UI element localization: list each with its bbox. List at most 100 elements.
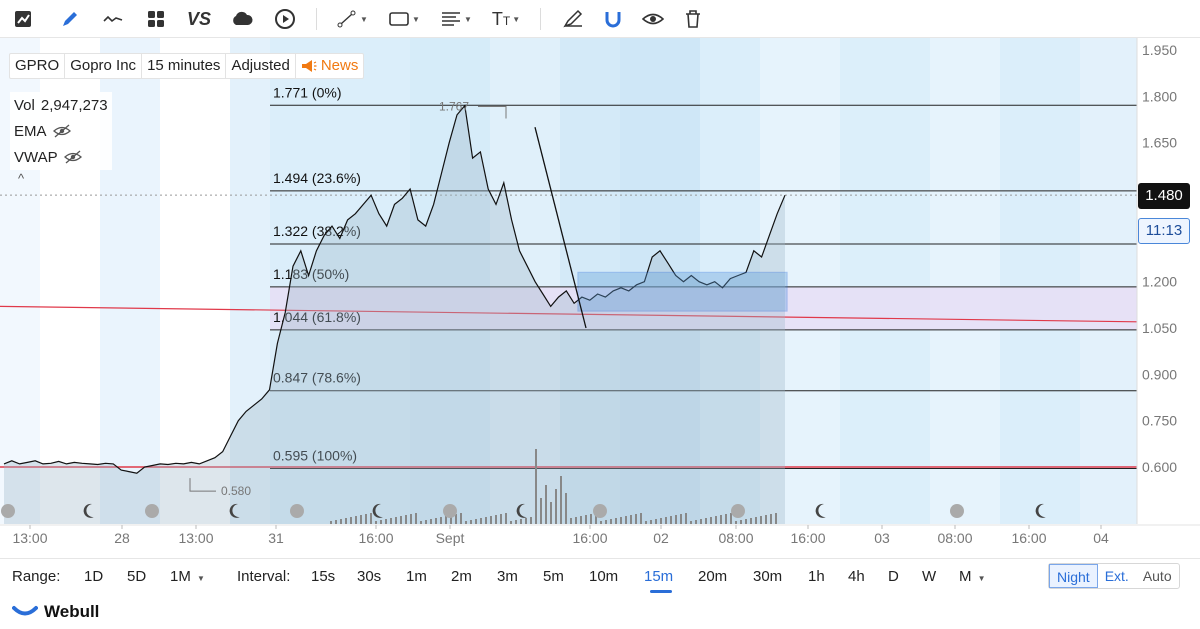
grid-icon[interactable]	[141, 4, 171, 34]
interval-30s[interactable]: 30s	[357, 568, 382, 585]
wave-line-icon[interactable]	[98, 4, 128, 34]
vwap-indicator[interactable]: VWAP	[10, 144, 112, 170]
interval-10m[interactable]: 10m	[589, 568, 619, 585]
interval-month-dropdown[interactable]: M ▼	[959, 568, 986, 585]
volume-bar	[445, 516, 447, 524]
volume-bar	[535, 449, 537, 524]
moon-icon	[815, 503, 826, 518]
sun-icon	[443, 504, 457, 518]
interval-2m[interactable]: 2m	[451, 568, 472, 585]
volume-bar	[770, 514, 772, 524]
text-tool-icon[interactable]: TT ▼	[491, 8, 521, 29]
interval-3m[interactable]: 3m	[497, 568, 518, 585]
volume-bar	[505, 513, 507, 524]
interval-15s[interactable]: 15s	[311, 568, 336, 585]
volume-bar	[605, 520, 607, 524]
interval-day[interactable]: D	[888, 568, 899, 585]
compare-vs-button[interactable]: VS	[184, 4, 214, 34]
range-label: Range:	[12, 568, 61, 585]
trendline-tool-icon[interactable]: ▼	[334, 4, 370, 34]
volume-bar	[590, 514, 592, 524]
auto-mode-button[interactable]: Auto	[1142, 568, 1172, 584]
volume-bar	[330, 521, 332, 524]
volume-bar	[675, 515, 677, 524]
consolidation-rectangle[interactable]	[577, 271, 788, 312]
range-1m-dropdown[interactable]: 1M ▼	[170, 568, 205, 585]
drawn-trendline[interactable]	[534, 127, 587, 329]
interval-label[interactable]: 15 minutes	[142, 54, 227, 78]
magnet-icon[interactable]	[598, 4, 628, 34]
ema-indicator[interactable]: EMA	[10, 118, 112, 144]
ticker-label[interactable]: GPRO	[10, 54, 66, 78]
brush-icon[interactable]	[558, 4, 588, 34]
time-axis-tick: 16:00	[358, 530, 393, 546]
interval-4h[interactable]: 4h	[848, 568, 865, 585]
collapse-indicators-button[interactable]: ^	[18, 171, 25, 186]
fib-level-label: 1.322 (38.2%)	[273, 223, 361, 239]
volume-bar	[520, 519, 522, 524]
time-axis-tick: 16:00	[572, 530, 607, 546]
trend-line-red[interactable]	[0, 305, 1138, 323]
volume-bar	[380, 520, 382, 524]
price-axis-tick: 1.200	[1142, 274, 1177, 290]
volume-bar	[480, 518, 482, 524]
price-line[interactable]	[3, 104, 786, 474]
session-mode-toggle: Night Ext. Auto	[1048, 563, 1180, 589]
volume-bar	[530, 517, 532, 524]
chevron-down-icon: ▼	[977, 574, 986, 583]
volume-bar	[640, 513, 642, 524]
candle-chart-icon[interactable]	[8, 4, 38, 34]
volume-bar	[400, 516, 402, 524]
session-band	[560, 38, 620, 524]
eye-hidden-icon[interactable]	[63, 150, 82, 164]
pencil-icon[interactable]	[55, 4, 85, 34]
volume-bar	[550, 502, 552, 524]
volume-bar	[345, 518, 347, 524]
time-axis-tick: 02	[653, 530, 669, 546]
volume-bar	[500, 514, 502, 524]
volume-indicator[interactable]: Vol 2,947,273	[10, 92, 112, 118]
session-band	[840, 38, 930, 524]
fibonacci-tool-icon[interactable]: ▼	[436, 4, 476, 34]
moon-icon	[516, 503, 527, 518]
volume-bar	[775, 513, 777, 524]
trash-icon[interactable]	[678, 4, 708, 34]
interval-week[interactable]: W	[922, 568, 937, 585]
cloud-icon[interactable]	[227, 4, 257, 34]
replay-icon[interactable]	[270, 4, 300, 34]
range-interval-bar: Range: 1D 5D 1M ▼ Interval: 15s 30s 1m 2…	[0, 558, 1200, 594]
sun-icon	[731, 504, 745, 518]
company-label: Gopro Inc	[65, 54, 143, 78]
interval-1m[interactable]: 1m	[406, 568, 427, 585]
adjusted-label[interactable]: Adjusted	[226, 54, 296, 78]
webull-brand: Webull	[12, 600, 99, 624]
interval-5m[interactable]: 5m	[543, 568, 564, 585]
rectangle-tool-icon[interactable]: ▼	[384, 4, 424, 34]
volume-bar	[475, 519, 477, 524]
session-band	[700, 38, 760, 524]
eye-hidden-icon[interactable]	[52, 124, 71, 138]
volume-bar	[525, 518, 527, 524]
volume-bar	[635, 514, 637, 524]
price-chart-svg[interactable]: 1.771 (0%)1.494 (23.6%)1.322 (38.2%)1.18…	[0, 38, 1200, 558]
high-annotation-leader	[478, 106, 507, 119]
interval-15m[interactable]: 15m	[644, 568, 674, 585]
range-5d[interactable]: 5D	[127, 568, 147, 585]
vwap-label: VWAP	[14, 148, 58, 166]
volume-bar	[660, 518, 662, 524]
session-band	[1000, 38, 1080, 524]
night-mode-button[interactable]: Night	[1049, 564, 1098, 588]
time-axis-tick: 13:00	[178, 530, 213, 546]
interval-1h[interactable]: 1h	[808, 568, 825, 585]
news-button[interactable]: News	[296, 54, 364, 78]
volume-bar	[765, 515, 767, 524]
volume-bar	[685, 513, 687, 524]
volume-bar	[485, 517, 487, 524]
interval-20m[interactable]: 20m	[698, 568, 728, 585]
extended-hours-button[interactable]: Ext.	[1104, 568, 1129, 584]
range-1d[interactable]: 1D	[84, 568, 104, 585]
volume-bar	[695, 520, 697, 524]
eye-icon[interactable]	[638, 4, 668, 34]
interval-30m[interactable]: 30m	[753, 568, 783, 585]
price-chart-area[interactable]: 1.771 (0%) 1.494 (23.6%) 1.322 (38.2%) 1.18…	[0, 38, 1200, 558]
